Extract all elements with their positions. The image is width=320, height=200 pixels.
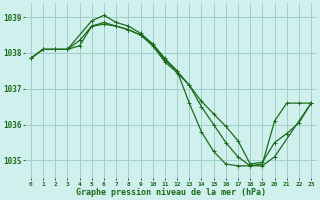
X-axis label: Graphe pression niveau de la mer (hPa): Graphe pression niveau de la mer (hPa) — [76, 188, 266, 197]
